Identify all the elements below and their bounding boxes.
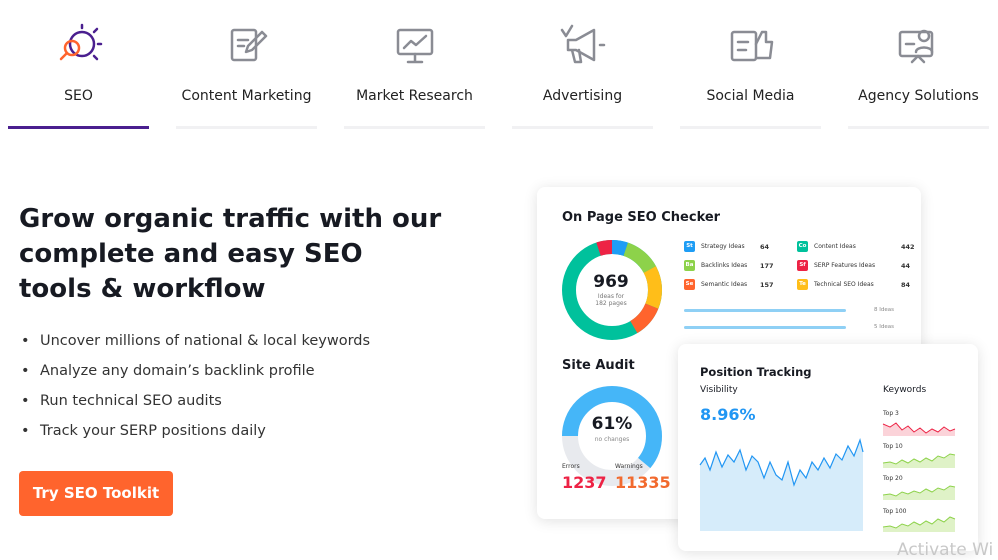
visibility-value: 8.96% — [700, 405, 756, 424]
tab-underline — [680, 126, 821, 129]
tab-label: Advertising — [542, 88, 623, 104]
idea-count: 442 — [901, 242, 915, 251]
tab-icons — [59, 23, 934, 64]
keyword-group-label: Top 10 — [883, 442, 903, 450]
errors-label: Errors — [562, 463, 580, 470]
feature-list: Uncover millions of national & local key… — [19, 330, 370, 450]
title-line: complete and easy SEO — [19, 239, 363, 269]
tab[interactable]: Advertising — [512, 0, 653, 130]
tab-label: Social Media — [706, 88, 795, 104]
os-watermark: Activate Wi — [897, 540, 994, 560]
tab[interactable]: Agency Solutions — [848, 0, 989, 130]
idea-badge: Te — [797, 279, 808, 290]
idea-label: Strategy Ideas — [701, 243, 745, 250]
warnings-value: 11335 — [615, 473, 671, 492]
bullet: Track your SERP positions daily — [19, 420, 370, 450]
hero-title: Grow organic traffic with our complete an… — [19, 202, 441, 307]
advertising-icon — [560, 24, 606, 64]
keyword-group-label: Top 20 — [883, 475, 903, 482]
cta-button[interactable]: Try SEO Toolkit — [19, 471, 173, 516]
bar-label: 5 Ideas — [874, 324, 894, 330]
idea-label: Technical SEO Ideas — [814, 281, 874, 288]
card-title: Site Audit — [562, 358, 635, 373]
tab-underline — [8, 126, 149, 129]
progress-bar — [684, 326, 846, 329]
audit-score: 61% — [591, 414, 633, 434]
title-line: Grow organic traffic with our — [19, 204, 442, 234]
tab[interactable]: Social Media — [680, 0, 821, 130]
ideas-caption: Ideas for 182 pages — [571, 293, 651, 307]
idea-count: 84 — [901, 280, 911, 289]
title-line: tools & workflow — [19, 274, 266, 304]
visibility-label: Visibility — [700, 385, 738, 395]
keyword-group-label: Top 100 — [883, 507, 907, 515]
card-title: Position Tracking — [700, 365, 812, 379]
seo-icon — [59, 23, 103, 61]
bar-label: 8 Ideas — [874, 307, 894, 313]
content-icon — [230, 28, 268, 62]
tab[interactable]: Content Marketing — [176, 0, 317, 130]
idea-label: Content Ideas — [814, 243, 856, 250]
agency-icon — [898, 29, 934, 64]
tab[interactable]: SEO — [8, 0, 149, 130]
tab-label: Market Research — [356, 88, 473, 104]
idea-badge: Sf — [797, 260, 808, 271]
card-title: On Page SEO Checker — [562, 210, 721, 225]
ideas-total: 969 — [593, 272, 629, 292]
warnings-label: Warnings — [615, 463, 643, 470]
idea-label: Semantic Ideas — [701, 281, 748, 288]
caption-line: Ideas for — [597, 293, 625, 300]
idea-badge: Co — [797, 241, 808, 252]
idea-badge: Ba — [684, 260, 695, 271]
tab-label: SEO — [64, 88, 93, 104]
tab-label: Content Marketing — [181, 88, 312, 104]
idea-count: 44 — [901, 261, 911, 270]
tab-underline — [512, 126, 653, 129]
idea-badge: Se — [684, 279, 695, 290]
audit-gauge — [562, 386, 662, 486]
bullet: Analyze any domain’s backlink profile — [19, 360, 370, 390]
idea-label: SERP Features Ideas — [814, 262, 876, 269]
keywords-label: Keywords — [883, 385, 927, 395]
ideas-donut — [562, 240, 662, 340]
social-icon — [730, 30, 774, 62]
idea-count: 64 — [760, 242, 770, 251]
bullet: Uncover millions of national & local key… — [19, 330, 370, 360]
research-icon — [396, 28, 434, 64]
idea-badge: St — [684, 241, 695, 252]
idea-count: 177 — [760, 261, 774, 270]
tab[interactable]: Market Research — [344, 0, 485, 130]
bullet: Run technical SEO audits — [19, 390, 370, 420]
errors-value: 1237 — [562, 473, 607, 492]
idea-label: Backlinks Ideas — [701, 262, 748, 269]
caption-line: 182 pages — [595, 300, 627, 307]
audit-caption: no changes — [594, 436, 630, 443]
tab-underline — [848, 126, 989, 129]
idea-count: 157 — [760, 280, 774, 289]
tab-underline — [176, 126, 317, 129]
tab-underline — [344, 126, 485, 129]
tab-label: Agency Solutions — [858, 88, 979, 104]
keyword-group-label: Top 3 — [883, 410, 899, 417]
progress-bar — [684, 309, 846, 312]
